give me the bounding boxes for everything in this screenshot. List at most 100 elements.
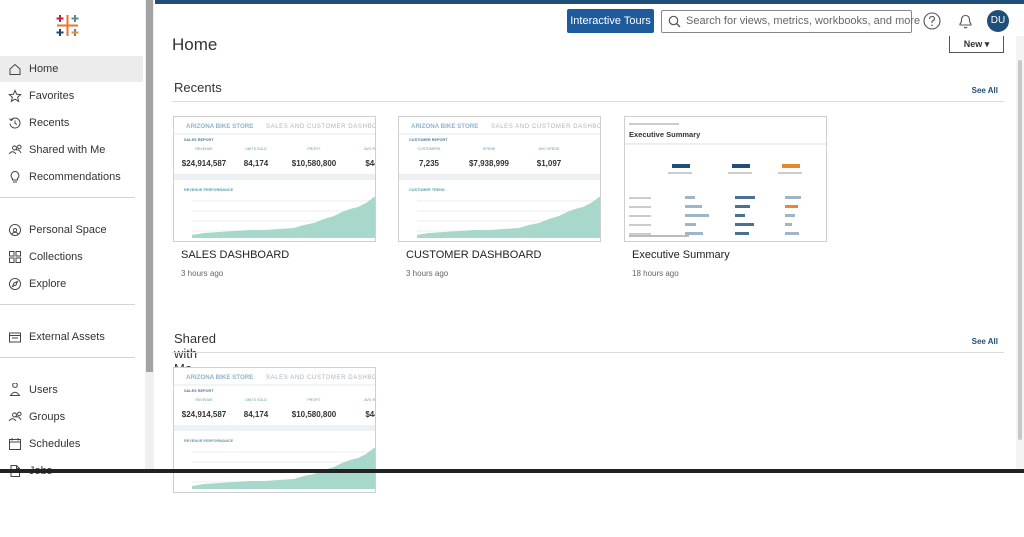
thumb-kpi-label: UNITS SOLD: [245, 147, 267, 151]
thumb-kpi-sub: [728, 172, 752, 174]
page-title: Home: [172, 35, 218, 54]
nav-icon: [9, 278, 21, 290]
scroll-thumb[interactable]: [146, 0, 153, 372]
tours-button[interactable]: Interactive Tours: [567, 9, 654, 33]
thumb-kpi-label: CUSTOMERS: [418, 147, 441, 151]
thumb-report: SALES REPORT: [184, 138, 214, 142]
page: Home Favorites Recents Shared with Me Recomm…: [0, 0, 1024, 493]
thumb-bar: [685, 196, 695, 199]
search-placeholder: Search for views, metrics, workbooks, an…: [686, 15, 921, 27]
card-time: 18 hours ago: [632, 269, 679, 278]
thumb-bar: [685, 214, 709, 217]
thumb-kpi-value: $24,914,587: [182, 159, 227, 168]
nav-item[interactable]: Shared with Me: [0, 137, 143, 163]
nav-label: Groups: [29, 411, 66, 423]
card-name: Executive Summary: [632, 249, 730, 261]
nav-item[interactable]: Home: [0, 56, 143, 82]
thumb-row: [629, 206, 651, 208]
nav-icon: [8, 144, 22, 155]
notifications-icon[interactable]: [957, 12, 974, 30]
thumb-row: [629, 215, 651, 217]
thumb-bar: [685, 223, 696, 226]
nav-item[interactable]: Collections: [0, 244, 143, 270]
help-icon[interactable]: [923, 12, 941, 30]
icon-path: [8, 411, 22, 422]
nav-icon: [9, 251, 21, 263]
sidebar: Home Favorites Recents Shared with Me Recomm…: [0, 0, 145, 477]
icon-path: [9, 224, 21, 236]
thumb-bar: [785, 214, 795, 217]
thumb-band: [174, 425, 375, 431]
nav-icon: [9, 117, 21, 129]
nav-item[interactable]: Favorites: [0, 83, 143, 109]
nav-label: Shared with Me: [29, 144, 106, 156]
nav-item[interactable]: Explore: [0, 271, 143, 297]
icon-path: [8, 144, 22, 155]
icon-path: [8, 89, 22, 103]
nav-item[interactable]: External Assets: [0, 324, 143, 350]
thumb-kpi-value: 7,235: [419, 159, 440, 168]
thumb-kpi-value: $44: [365, 159, 376, 168]
icon-path: [9, 332, 21, 343]
nav-item[interactable]: Users: [0, 377, 143, 403]
card-time: 3 hours ago: [181, 269, 224, 278]
nav-item[interactable]: Recents: [0, 110, 143, 136]
thumb-banner: SALES AND CUSTOMER DASHBOARD: [266, 124, 376, 130]
new-button-label: New: [963, 39, 983, 49]
thumbnail-image: ARIZONA BIKE STORE SALES AND CUSTOMER DAS…: [399, 123, 600, 238]
section-title: Recents: [174, 80, 222, 95]
thumb-report: CUSTOMER REPORT: [409, 138, 448, 142]
nav-label: Recents: [29, 117, 70, 129]
thumb-kpi-label: PROFIT: [307, 147, 321, 151]
see-all[interactable]: See All: [971, 337, 998, 346]
nav-item[interactable]: Schedules: [0, 431, 143, 457]
nav-label: External Assets: [29, 331, 105, 343]
see-all[interactable]: See All: [971, 86, 998, 95]
scroll-thumb[interactable]: [1018, 60, 1022, 440]
avatar[interactable]: DU: [987, 10, 1009, 32]
thumb-kpi-value: $10,580,800: [292, 410, 337, 419]
thumb-brand: ARIZONA BIKE STORE: [186, 123, 253, 130]
thumbnail: ARIZONA BIKE STORE SALES AND CUSTOMER DAS…: [173, 367, 376, 493]
thumbnail: ARIZONA BIKE STORE SALES AND CUSTOMER DAS…: [173, 116, 376, 242]
thumb-kpi-label: REVENUE: [195, 147, 213, 151]
thumbnail: ARIZONA BIKE STORE SALES AND CUSTOMER DAS…: [398, 116, 601, 242]
thumb-bar: [735, 223, 754, 226]
thumb-bar: [685, 232, 703, 235]
section-line: [172, 101, 1004, 102]
nav-icon: [9, 332, 21, 343]
card[interactable]: Executive Summary Executive Summary 18 hou…: [624, 115, 827, 286]
card-name: CUSTOMER DASHBOARD: [406, 249, 542, 261]
nav-item[interactable]: Recommendations: [0, 164, 143, 190]
thumb-kpi-sub: [668, 172, 692, 174]
nav-item[interactable]: Personal Space: [0, 217, 143, 243]
thumb-bar: [685, 205, 702, 208]
section-line: [172, 352, 1004, 353]
card[interactable]: ARIZONA BIKE STORE SALES AND CUSTOMER DAS…: [173, 367, 376, 537]
top-bar: [155, 0, 1024, 4]
thumbnail-image: ARIZONA BIKE STORE SALES AND CUSTOMER DAS…: [174, 374, 375, 489]
thumb-brand: ARIZONA BIKE STORE: [186, 374, 253, 381]
thumb-foot: [629, 235, 689, 237]
card[interactable]: ARIZONA BIKE STORE SALES AND CUSTOMER DAS…: [173, 115, 376, 286]
icon-path: [9, 438, 21, 450]
thumb-kpi-value: $24,914,587: [182, 410, 227, 419]
thumb-bar: [785, 223, 792, 226]
nav-item[interactable]: Groups: [0, 404, 143, 430]
thumb-bar: [735, 214, 745, 217]
thumb-bar: [735, 205, 750, 208]
new-button[interactable]: New ▾: [949, 36, 1004, 53]
thumb-row: [629, 197, 651, 199]
search-box[interactable]: Search for views, metrics, workbooks, an…: [661, 10, 920, 33]
thumb-title: Executive Summary: [629, 130, 701, 139]
thumb-bar: [735, 232, 749, 235]
thumb-chart-title: REVENUE PERFORMANCE: [184, 188, 234, 192]
nav-icon: [10, 171, 20, 183]
card[interactable]: ARIZONA BIKE STORE SALES AND CUSTOMER DAS…: [398, 115, 601, 286]
nav-icon: [8, 411, 22, 422]
thumb-kpi-value: 84,174: [244, 410, 269, 419]
thumb-bar: [785, 196, 801, 199]
thumb-kpi-label: PROFIT: [307, 398, 321, 402]
separator: [0, 304, 135, 305]
nav-icon: [8, 89, 22, 103]
